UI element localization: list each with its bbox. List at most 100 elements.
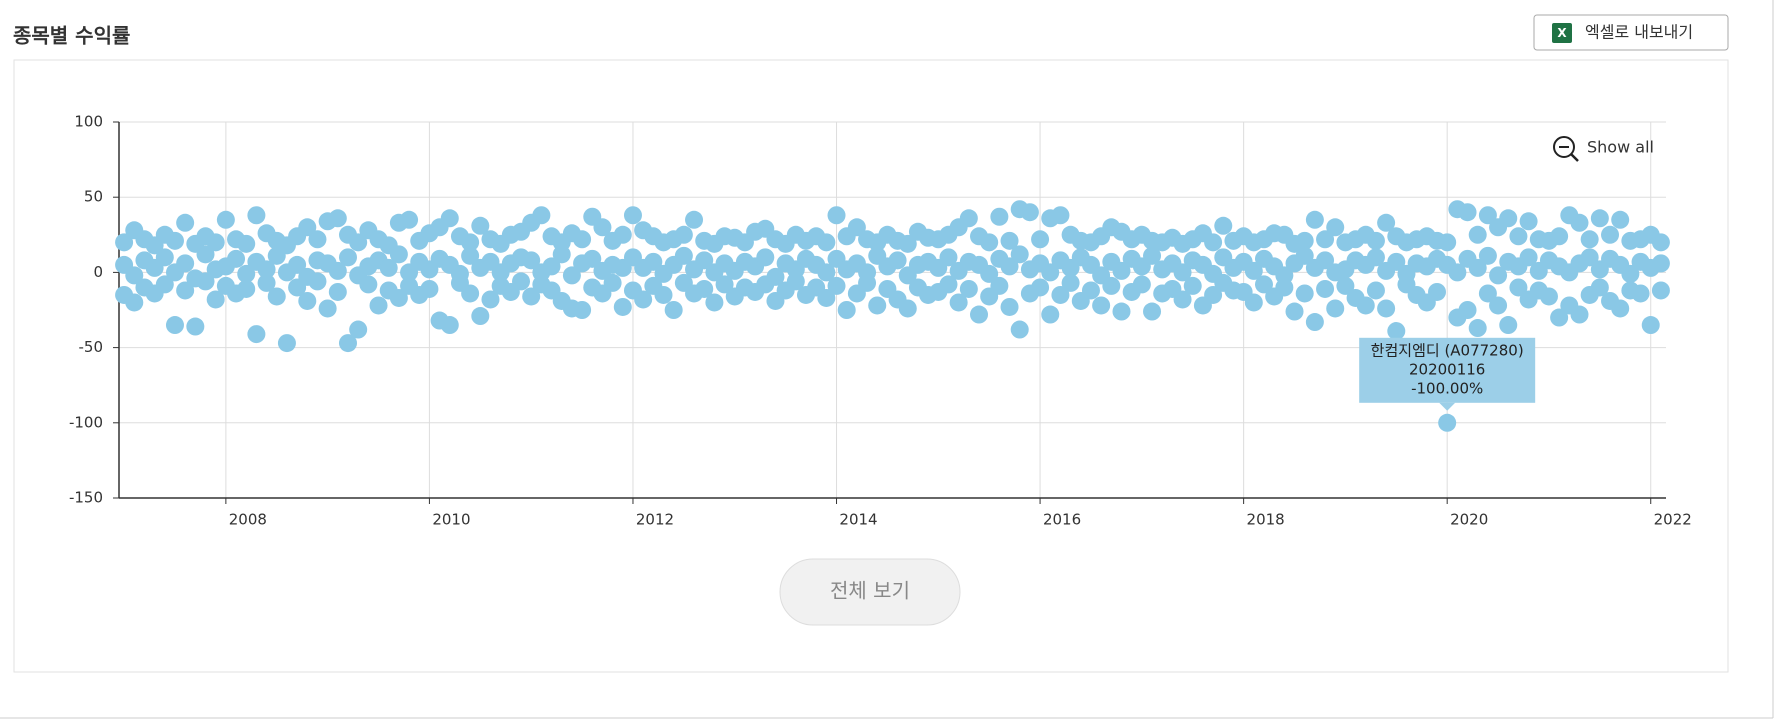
point — [685, 210, 704, 229]
point — [1651, 254, 1670, 273]
point — [1000, 231, 1019, 250]
point — [827, 206, 846, 225]
point — [1387, 252, 1406, 271]
export-label[interactable]: 엑셀로 내보내기 — [1585, 23, 1693, 42]
x-tick-label: 2014 — [839, 511, 877, 529]
point — [247, 325, 266, 344]
point — [1295, 246, 1314, 265]
point — [400, 210, 419, 229]
tooltip-line: -100.00% — [1411, 379, 1483, 397]
point — [1611, 299, 1630, 318]
point — [1041, 263, 1060, 282]
point — [1621, 264, 1640, 283]
point — [155, 248, 174, 267]
point — [196, 245, 215, 264]
point — [573, 301, 592, 319]
point — [1214, 216, 1233, 235]
show-all-label[interactable]: Show all — [1587, 138, 1654, 157]
point — [298, 218, 317, 237]
point — [1550, 227, 1569, 246]
tooltip: 한컴지엠디 (A077280)20200116-100.00% — [1359, 337, 1536, 411]
point — [1428, 282, 1447, 301]
y-tick-label: 0 — [93, 263, 103, 281]
point — [562, 266, 581, 285]
point — [959, 279, 978, 298]
point — [176, 213, 195, 232]
point — [858, 273, 877, 292]
point — [1366, 231, 1385, 250]
view-all-label[interactable]: 전체 보기 — [830, 579, 910, 603]
x-tick-label: 2010 — [432, 511, 470, 529]
point — [990, 207, 1009, 226]
point — [1295, 284, 1314, 303]
y-tick-label: -50 — [79, 338, 104, 356]
y-tick-label: 50 — [84, 188, 103, 206]
point — [817, 233, 836, 252]
point — [1031, 230, 1050, 249]
point — [1102, 276, 1121, 295]
point — [298, 291, 317, 310]
point — [593, 218, 612, 237]
point — [186, 317, 205, 336]
point — [359, 275, 378, 294]
point — [318, 299, 337, 318]
point — [1173, 263, 1192, 282]
view-all-button[interactable]: 전체 보기 — [779, 558, 961, 626]
export-button[interactable]: X 엑셀로 내보내기 — [1533, 14, 1729, 51]
point — [756, 275, 775, 294]
point — [176, 254, 195, 273]
point — [1204, 285, 1223, 304]
point — [1356, 296, 1375, 315]
point — [267, 287, 286, 306]
point — [623, 206, 642, 225]
point — [481, 290, 500, 309]
point — [1601, 225, 1620, 244]
point — [817, 288, 836, 307]
x-tick-label: 2012 — [636, 511, 674, 529]
x-tick-label: 2008 — [229, 511, 267, 529]
point — [1316, 279, 1335, 298]
point — [471, 307, 490, 326]
point — [1000, 297, 1019, 316]
point — [1377, 213, 1396, 232]
tooltip-arrow — [1439, 402, 1456, 411]
point — [247, 206, 266, 225]
y-tick-label: 100 — [74, 113, 103, 131]
point — [1051, 206, 1070, 225]
point — [125, 293, 144, 312]
point — [1519, 248, 1538, 267]
point — [1448, 263, 1467, 282]
point — [125, 266, 144, 285]
point — [1478, 246, 1497, 265]
point — [644, 252, 663, 271]
point — [715, 275, 734, 294]
point — [165, 231, 184, 250]
point — [939, 275, 958, 294]
point — [1000, 257, 1019, 276]
point — [1285, 302, 1304, 321]
x-tick-label: 2022 — [1654, 511, 1692, 529]
point — [1031, 278, 1050, 297]
point — [1010, 245, 1029, 264]
point — [440, 316, 459, 335]
point — [654, 285, 673, 304]
point — [1092, 296, 1111, 315]
point — [1081, 281, 1100, 300]
y-tick-label: -100 — [69, 413, 103, 431]
point — [603, 273, 622, 292]
point — [1305, 210, 1324, 229]
point — [1509, 227, 1528, 246]
point — [613, 225, 632, 244]
point — [1366, 281, 1385, 300]
point — [115, 233, 134, 252]
point — [1478, 206, 1497, 225]
point — [898, 299, 917, 318]
x-tick-label: 2016 — [1043, 511, 1081, 529]
point — [1468, 225, 1487, 244]
point — [573, 230, 592, 249]
point — [1458, 203, 1477, 222]
point — [786, 272, 805, 291]
point — [1651, 281, 1670, 300]
show-all[interactable]: Show all — [1553, 136, 1654, 162]
